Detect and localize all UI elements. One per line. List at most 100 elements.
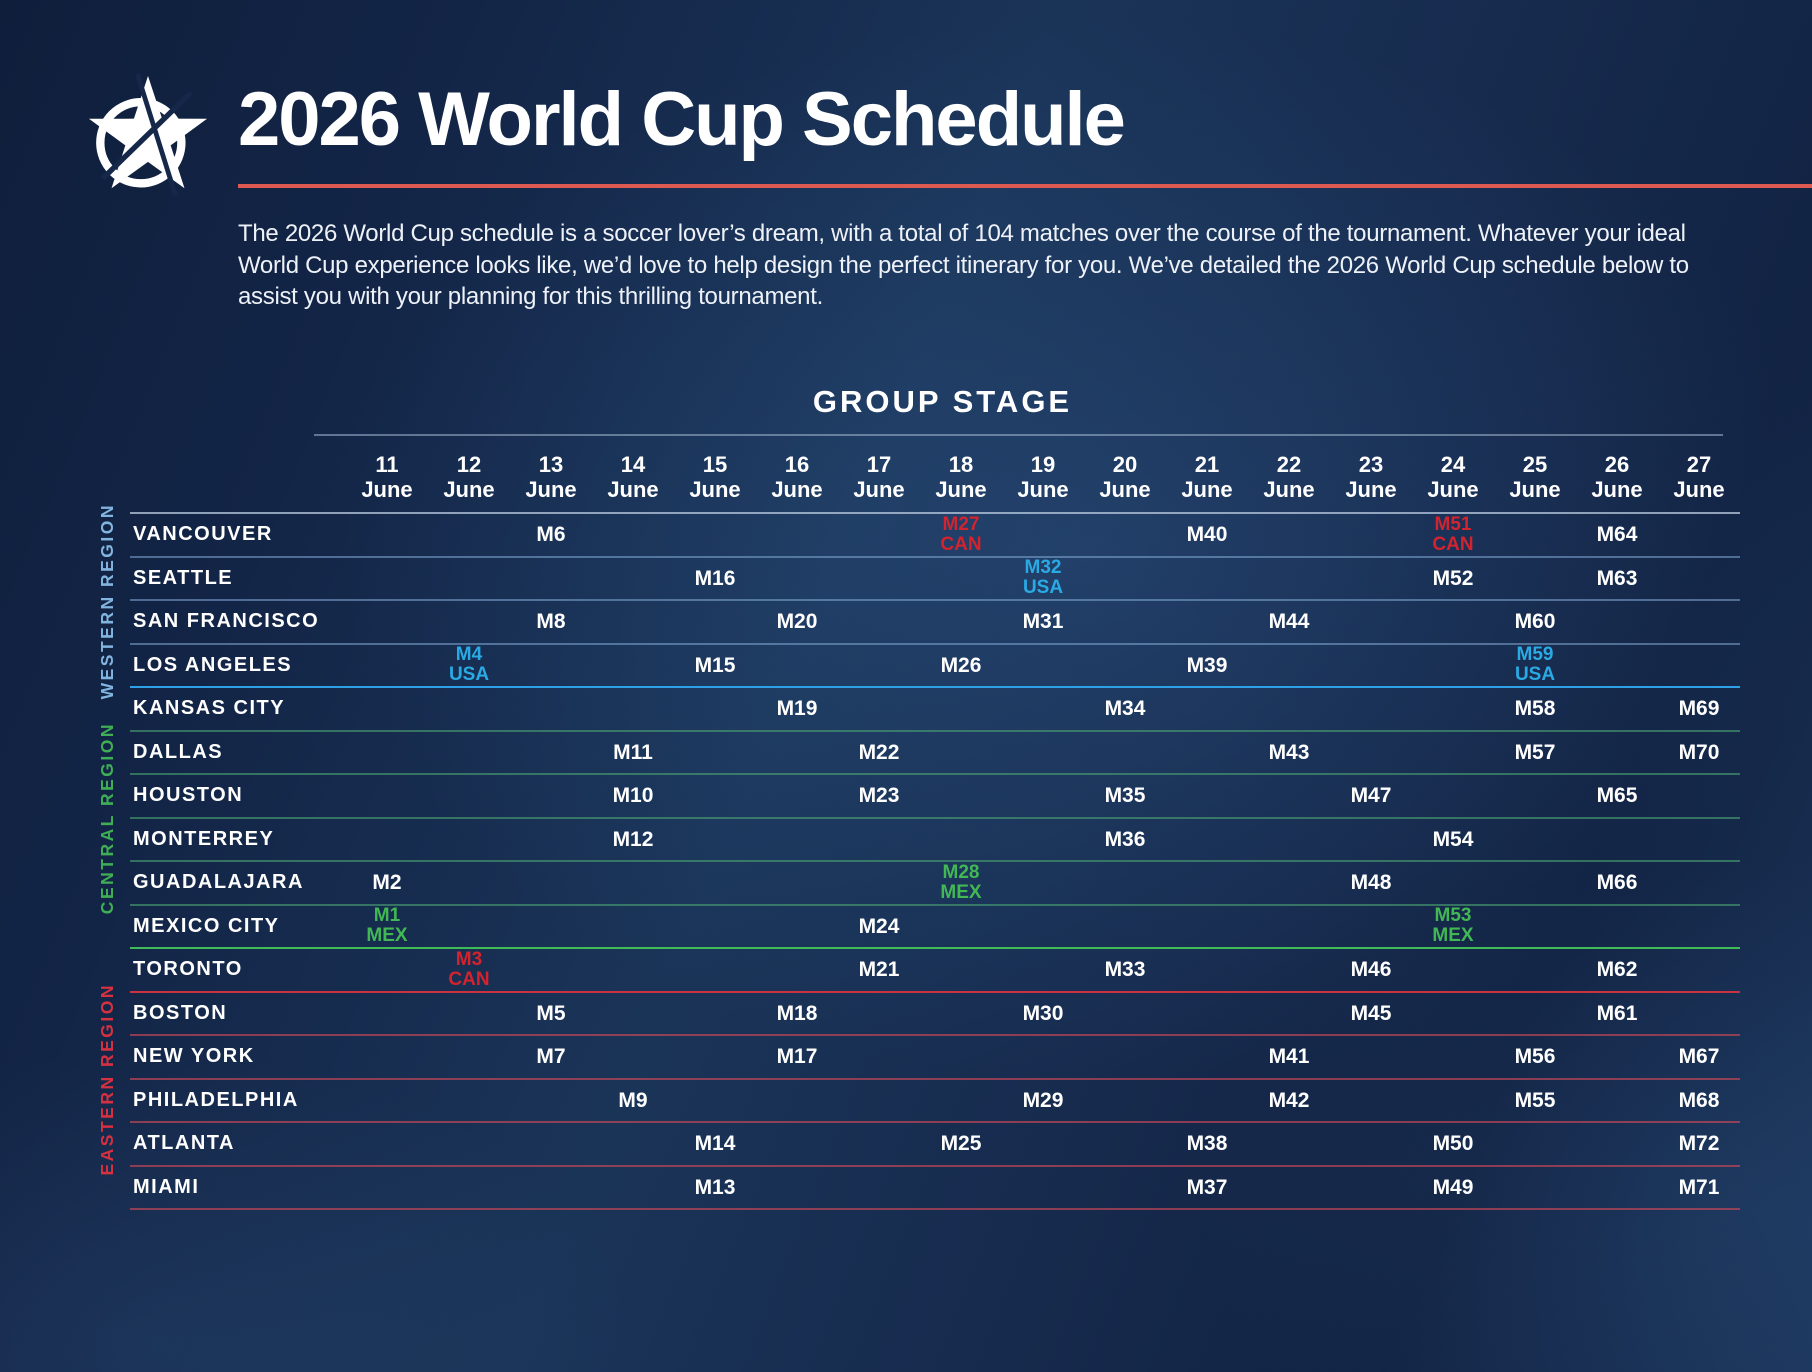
city-label: HOUSTON — [133, 784, 244, 807]
match-number: M2 — [372, 871, 402, 895]
match-cell — [1248, 993, 1330, 1035]
match-number: M47 — [1350, 784, 1392, 808]
match-number: M33 — [1104, 958, 1146, 982]
match-cell — [428, 775, 510, 817]
date-day: 18 — [948, 452, 974, 477]
match-cell — [1576, 1080, 1658, 1122]
match-number: M38 — [1186, 1132, 1228, 1156]
match-cell — [1330, 1036, 1412, 1078]
match-cell — [920, 601, 1002, 643]
match-cell — [346, 1123, 428, 1165]
match-number: M58 — [1514, 697, 1556, 721]
match-cell: M56 — [1494, 1036, 1576, 1078]
match-cell: M55 — [1494, 1080, 1576, 1122]
match-cell — [920, 688, 1002, 730]
match-cell — [920, 819, 1002, 861]
match-cell — [1084, 732, 1166, 774]
match-cell — [1330, 514, 1412, 556]
match-cell: M54 — [1412, 819, 1494, 861]
region-label: EASTERN REGION — [86, 949, 128, 1210]
match-cell — [1494, 558, 1576, 600]
match-number: M37 — [1186, 1175, 1228, 1199]
region-label-text: WESTERN REGION — [96, 502, 117, 700]
date-header-cell: 27 June — [1658, 452, 1740, 502]
match-cell — [1002, 819, 1084, 861]
match-number: M9 — [618, 1088, 648, 1112]
table-row: MONTERREY M12 M36 M54 — [130, 819, 1740, 862]
match-number: M48 — [1350, 871, 1392, 895]
match-cell — [1166, 993, 1248, 1035]
date-month: June — [853, 477, 905, 502]
match-cell — [1248, 688, 1330, 730]
match-cell — [756, 1123, 838, 1165]
match-cell — [1166, 775, 1248, 817]
match-number: M23 — [858, 784, 900, 808]
match-cell — [1412, 993, 1494, 1035]
match-cell — [1576, 1167, 1658, 1209]
match-cell: M46 — [1330, 949, 1412, 991]
match-cell — [1248, 949, 1330, 991]
match-number: M65 — [1596, 784, 1638, 808]
region-label-text: CENTRAL REGION — [96, 722, 117, 915]
match-cell: M30 — [1002, 993, 1084, 1035]
match-number: M7 — [536, 1045, 566, 1069]
date-month: June — [1099, 477, 1151, 502]
match-cell — [1166, 819, 1248, 861]
match-cell — [920, 906, 1002, 948]
match-cell — [1248, 819, 1330, 861]
match-cell — [1248, 514, 1330, 556]
host-country-tag: USA — [1022, 577, 1064, 599]
match-cell: M24 — [838, 906, 920, 948]
host-country-tag: CAN — [940, 533, 982, 555]
date-header-cell: 19 June — [1002, 452, 1084, 502]
match-cell: M16 — [674, 558, 756, 600]
city-label: SAN FRANCISCO — [133, 610, 320, 633]
match-cell — [1494, 819, 1576, 861]
date-month: June — [607, 477, 659, 502]
match-cell: M20 — [756, 601, 838, 643]
match-cell — [428, 1123, 510, 1165]
match-cell — [838, 514, 920, 556]
match-number: M64 — [1596, 523, 1638, 547]
city-label: KANSAS CITY — [133, 697, 286, 720]
date-month: June — [771, 477, 823, 502]
match-number: M11 — [613, 740, 653, 764]
match-cell — [428, 558, 510, 600]
match-cell: M13 — [674, 1167, 756, 1209]
match-cell: M44 — [1248, 601, 1330, 643]
date-header-spacer — [130, 452, 346, 502]
match-number: M31 — [1022, 610, 1064, 634]
match-cell — [1166, 601, 1248, 643]
match-cell — [1658, 862, 1740, 904]
host-country-tag: USA — [1514, 664, 1556, 686]
match-cell — [510, 558, 592, 600]
table-row: MEXICO CITY M1 MEX M24 M53 MEX — [130, 906, 1740, 949]
match-number: M41 — [1268, 1045, 1310, 1069]
match-cell — [346, 993, 428, 1035]
date-day: 19 — [1030, 452, 1056, 477]
date-header-cell: 20 June — [1084, 452, 1166, 502]
match-cell — [1576, 732, 1658, 774]
match-cell — [592, 906, 674, 948]
match-cell — [1494, 862, 1576, 904]
match-cell: M60 — [1494, 601, 1576, 643]
match-cell: M28 MEX — [920, 862, 1002, 904]
match-cell — [1084, 1167, 1166, 1209]
match-cell — [1330, 906, 1412, 948]
date-header-cell: 16 June — [756, 452, 838, 502]
date-month: June — [689, 477, 741, 502]
match-cell: M33 — [1084, 949, 1166, 991]
match-cell — [674, 688, 756, 730]
match-cell — [346, 601, 428, 643]
match-cell — [756, 732, 838, 774]
match-cell — [428, 993, 510, 1035]
match-cell — [1084, 558, 1166, 600]
date-day: 23 — [1358, 452, 1384, 477]
date-month: June — [1263, 477, 1315, 502]
table-row: KANSAS CITY M19 M34 M58 M69 — [130, 688, 1740, 732]
match-number: M4 — [455, 644, 483, 666]
match-cell: M1 MEX — [346, 906, 428, 948]
match-cell — [428, 1080, 510, 1122]
match-number: M13 — [694, 1175, 736, 1199]
match-number: M24 — [858, 914, 900, 938]
